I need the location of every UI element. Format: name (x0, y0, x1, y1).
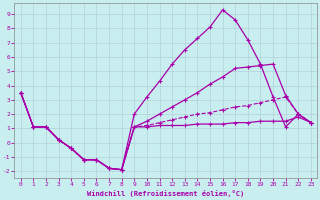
X-axis label: Windchill (Refroidissement éolien,°C): Windchill (Refroidissement éolien,°C) (87, 190, 244, 197)
